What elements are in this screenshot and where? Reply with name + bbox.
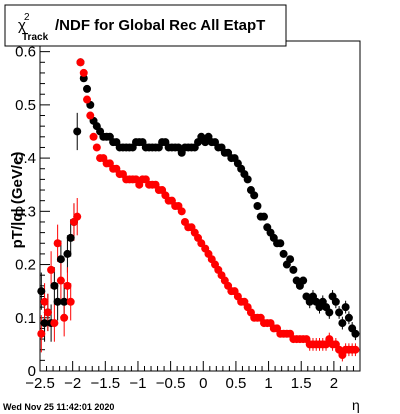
axis-ticks: −2.5 −2 −1.5 −1 −0.5 0 0.5 1 1.5 2 0 0.1 0.2 0.3 0.4 0.… (15, 40, 361, 392)
black-series-point (351, 329, 360, 338)
red-series-point (66, 297, 75, 306)
red-series-point (86, 111, 95, 120)
red-series-point (60, 313, 69, 322)
timestamp: Wed Nov 25 11:42:01 2020 (3, 402, 114, 412)
black-series-point (60, 297, 69, 306)
y-tick-label: 0.6 (15, 44, 36, 61)
black-series-point (260, 212, 268, 221)
red-series-point (89, 132, 98, 141)
black-series-point (73, 127, 82, 136)
y-tick-label: 0.1 (15, 310, 36, 327)
red-series-point (83, 95, 92, 104)
black-series-point (299, 276, 308, 285)
x-axis-label: η (352, 397, 360, 413)
black-series-point (250, 191, 259, 200)
red-series-point (40, 297, 49, 306)
black-series-point (279, 249, 288, 258)
black-series-point (53, 297, 62, 306)
red-series-point (53, 239, 62, 248)
black-series-point (276, 239, 285, 248)
black-series-point (50, 281, 59, 290)
black-series-point (243, 175, 252, 184)
black-series-point (56, 255, 65, 264)
x-tick-label: −2.5 (25, 375, 55, 392)
red-series-point (43, 308, 52, 317)
black-series-point (286, 255, 295, 264)
black-series-point (66, 233, 75, 242)
y-tick-label: 0.3 (15, 203, 36, 220)
chart-title-superscript: 2 (24, 12, 30, 23)
chart-title: /NDF for Global Rec All EtapT (55, 17, 265, 34)
black-series-point (325, 308, 334, 317)
x-tick-label: −1.5 (90, 375, 120, 392)
black-series-point (253, 202, 262, 210)
data-points (37, 58, 360, 360)
red-series-point (37, 329, 46, 338)
x-tick-label: 1 (264, 375, 272, 392)
title-frame (4, 4, 287, 47)
black-series-point (63, 249, 72, 258)
red-series-point (73, 212, 82, 221)
title-box: χ 2 Track /NDF for Global Rec All EtapT (4, 4, 287, 47)
chart-title-symbol: χ (18, 17, 26, 34)
y-tick-label: 0.4 (15, 150, 36, 167)
black-series-point (40, 319, 49, 328)
x-tick-label: 2 (330, 375, 338, 392)
red-series-point (50, 319, 59, 328)
x-tick-label: −0.5 (156, 375, 186, 392)
x-tick-label: −1 (129, 375, 146, 392)
x-tick-label: 0.5 (225, 375, 246, 392)
red-series-point (351, 345, 360, 354)
y-axis-label: pT/|q| (GeV/c) (9, 152, 26, 249)
black-series-point (335, 308, 344, 317)
black-series-point (289, 265, 298, 274)
x-tick-label: 1.5 (291, 375, 312, 392)
black-series-point (341, 303, 350, 312)
black-series-point (83, 84, 92, 93)
red-series-point (92, 143, 101, 152)
y-tick-label: 0.2 (15, 257, 36, 274)
black-series-point (338, 319, 347, 328)
x-tick-label: −2 (64, 375, 81, 392)
y-tick-label: 0.5 (15, 97, 36, 114)
black-series-point (331, 297, 340, 306)
red-series-point (177, 207, 186, 216)
red-series-point (76, 58, 85, 67)
black-series-point (37, 287, 46, 296)
red-series-point (56, 276, 65, 285)
red-series-point (47, 265, 56, 274)
x-tick-label: 0 (199, 375, 207, 392)
black-series-point (344, 313, 353, 322)
chart-title-subscript: Track (22, 32, 49, 43)
red-series-point (63, 281, 72, 290)
red-series-point (79, 68, 88, 77)
y-tick-label: 0 (28, 363, 36, 380)
